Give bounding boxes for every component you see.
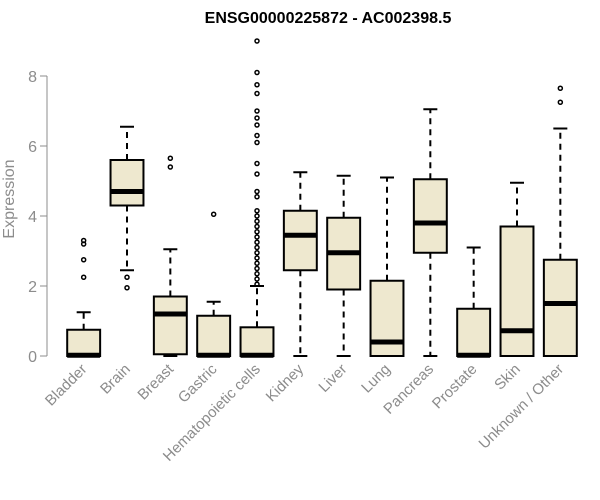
box-iqr: [282, 209, 318, 272]
outlier-point: [210, 211, 217, 217]
box-iqr: [412, 178, 448, 254]
outlier-point: [254, 122, 260, 128]
outlier-point: [254, 223, 260, 230]
box-bladder: [66, 237, 102, 358]
outlier-point: [254, 234, 260, 240]
outlier-point: [254, 265, 260, 272]
outlier-point: [254, 90, 260, 97]
outlier-point: [254, 271, 260, 277]
box-iqr: [109, 159, 145, 207]
outlier-point: [254, 213, 260, 219]
outlier-point: [124, 274, 130, 280]
box-iqr: [66, 328, 102, 357]
box-iqr: [499, 225, 535, 357]
box-prostate: [456, 246, 492, 358]
box-iqr: [152, 295, 188, 356]
box-brain: [109, 125, 145, 291]
box-unknown-other: [542, 85, 578, 357]
box-lung: [369, 176, 405, 357]
y-tick-label: 4: [28, 209, 37, 226]
y-axis: 0 2 4 6 8: [28, 69, 48, 366]
outlier-point: [254, 218, 260, 224]
outlier-point: [80, 237, 87, 244]
outlier-point: [254, 108, 260, 114]
box-iqr: [239, 326, 275, 357]
x-tick-label: Breast: [134, 360, 177, 403]
x-tick-label: Prostate: [429, 361, 481, 413]
x-tick-label: Skin: [491, 361, 524, 394]
box-hematopoietic-cells: [239, 38, 275, 358]
outlier-point: [124, 285, 130, 291]
outlier-point: [254, 38, 260, 44]
x-tick-label: Brain: [97, 361, 134, 398]
y-tick-label: 8: [28, 69, 37, 86]
outlier-point: [254, 132, 260, 139]
outlier-point: [254, 188, 260, 195]
outlier-point: [80, 274, 87, 280]
x-tick-label: Bladder: [42, 361, 91, 410]
box-kidney: [282, 171, 318, 357]
y-tick-label: 6: [28, 139, 37, 156]
outlier-point: [557, 99, 564, 105]
box-iqr: [456, 307, 492, 357]
boxes: [66, 38, 578, 358]
chart-title: ENSG00000225872 - AC002398.5: [205, 10, 452, 27]
x-tick-label: Kidney: [263, 360, 308, 405]
outlier-point: [254, 194, 260, 200]
outlier-point: [557, 85, 564, 91]
outlier-point: [254, 260, 260, 266]
box-breast: [152, 155, 188, 357]
outlier-point: [254, 139, 260, 146]
box-iqr: [369, 279, 405, 357]
box-skin: [499, 181, 535, 357]
box-iqr: [542, 258, 578, 357]
outlier-point: [254, 69, 260, 76]
outlier-point: [167, 164, 174, 170]
outlier-point: [254, 82, 260, 88]
y-tick-label: 2: [28, 279, 37, 296]
x-tick-label: Lung: [358, 361, 394, 397]
outlier-point: [80, 257, 87, 263]
box-pancreas: [412, 108, 448, 357]
outlier-point: [254, 244, 260, 251]
outlier-point: [254, 229, 260, 235]
outlier-point: [254, 160, 260, 167]
outlier-point: [254, 276, 260, 282]
box-liver: [326, 174, 362, 357]
outlier-point: [254, 239, 260, 245]
outlier-point: [254, 255, 260, 261]
outlier-point: [254, 171, 260, 177]
outlier-point: [254, 115, 260, 121]
outlier-point: [254, 281, 260, 287]
y-tick-label: 0: [28, 349, 37, 366]
x-tick-label: Liver: [315, 361, 350, 396]
y-axis-label: Expression: [1, 159, 18, 238]
outlier-point: [254, 208, 260, 214]
outlier-point: [167, 155, 174, 161]
box-gastric: [196, 211, 232, 358]
outlier-point: [254, 250, 260, 256]
box-iqr: [196, 314, 232, 357]
